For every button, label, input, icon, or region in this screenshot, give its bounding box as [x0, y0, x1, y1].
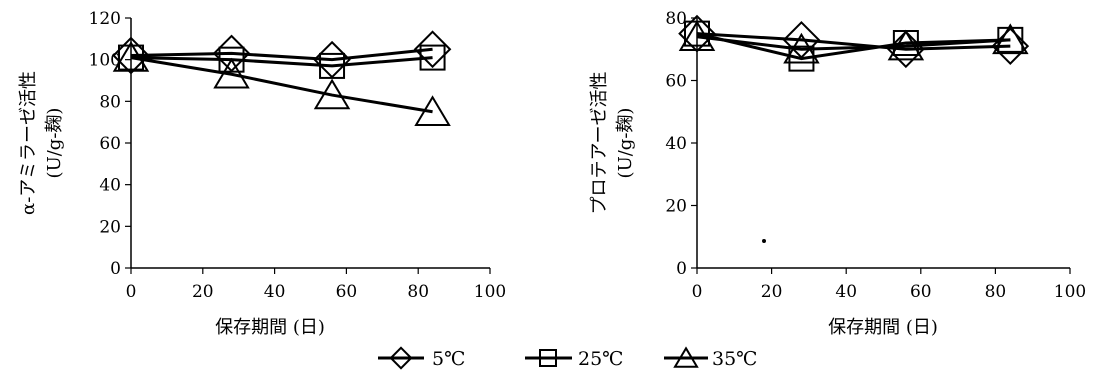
- amylase-y-tick-label: 60: [99, 134, 121, 154]
- protease-y-axis-title: プロテアーゼ活性: [589, 72, 610, 215]
- protease-point-triangle: [783, 32, 820, 64]
- legend-marker-square: [539, 349, 557, 367]
- protease-series-line-triangle: [696, 35, 1011, 51]
- amylase-y-axis-title: α-アミラーゼ活性: [18, 71, 39, 215]
- protease-y-axis-unit: (U/g-麹): [615, 108, 636, 179]
- protease-point-square: [997, 26, 1024, 53]
- legend-label-25c: 25℃: [578, 348, 623, 370]
- amylase-y-tick-label: 120: [89, 9, 121, 29]
- amylase-point-triangle: [112, 41, 150, 72]
- protease-point-triangle: [992, 23, 1029, 55]
- amylase-series-line-triangle: [130, 56, 433, 114]
- protease-x-tick-label: 20: [761, 282, 783, 302]
- amylase-point-square: [218, 46, 245, 73]
- protease-point-diamond: [782, 21, 821, 59]
- legend-label-5c: 5℃: [432, 348, 465, 370]
- amylase-point-square: [319, 52, 346, 79]
- amylase-y-axis-unit: (U/g-麹): [44, 108, 65, 179]
- legend-entry-25c: 25℃: [525, 348, 623, 370]
- protease-series-line-square: [696, 32, 1011, 61]
- amylase-y-tick-label: 0: [110, 259, 121, 279]
- protease-y-tick-label: 60: [665, 72, 687, 92]
- amylase-series-line-square: [130, 56, 433, 68]
- amylase-x-tick-label: 0: [126, 282, 137, 302]
- legend-marker-diamond: [389, 346, 413, 370]
- protease-series-line-diamond: [696, 32, 1011, 51]
- amylase-point-diamond: [413, 30, 452, 69]
- protease-x-axis-title: 保存期間 (日): [828, 317, 938, 338]
- legend-label-35c: 35℃: [712, 348, 757, 370]
- protease-x-tick-label: 0: [692, 282, 703, 302]
- protease-y-tick-label: 40: [665, 134, 687, 154]
- amylase-point-triangle: [313, 78, 351, 110]
- protease-y-tick-label: 20: [665, 197, 687, 217]
- amylase-y-tick-label: 40: [99, 176, 121, 196]
- legend-entry-35c: 35℃: [664, 346, 757, 370]
- amylase-x-tick-label: 100: [474, 282, 506, 302]
- protease-y-tick-label: 80: [665, 9, 687, 29]
- amylase-point-square: [118, 44, 144, 71]
- protease-x-tick-label: 100: [1054, 282, 1086, 302]
- amylase-x-tick-label: 80: [407, 282, 429, 302]
- amylase-x-tick-label: 60: [336, 282, 358, 302]
- legend-entry-5c: 5℃: [378, 346, 465, 370]
- stray-dot: [762, 239, 766, 243]
- amylase-point-square: [419, 44, 446, 71]
- protease-point-square: [788, 45, 815, 72]
- legend-marker-triangle: [673, 346, 699, 368]
- amylase-y-tick-label: 20: [99, 217, 121, 237]
- protease-plot-area: 0 20 40 60 80 0 20 40 60 80 100: [665, 9, 1086, 302]
- protease-x-tick-label: 60: [910, 282, 932, 302]
- amylase-x-tick-label: 40: [264, 282, 286, 302]
- amylase-y-tick-label: 80: [99, 92, 121, 112]
- amylase-x-axis-title: 保存期間 (日): [215, 317, 325, 338]
- protease-point-triangle: [887, 29, 925, 61]
- amylase-point-triangle: [414, 95, 451, 126]
- amylase-point-triangle: [213, 57, 250, 89]
- amylase-series-line-diamond: [130, 47, 433, 62]
- protease-x-tick-label: 80: [985, 282, 1007, 302]
- legend: 5℃ 25℃ 35℃: [378, 346, 757, 370]
- amylase-x-tick-label: 20: [192, 282, 214, 302]
- protease-x-tick-label: 40: [835, 282, 857, 302]
- protease-point-triangle: [678, 20, 716, 51]
- protease-y-tick-label: 0: [676, 259, 687, 279]
